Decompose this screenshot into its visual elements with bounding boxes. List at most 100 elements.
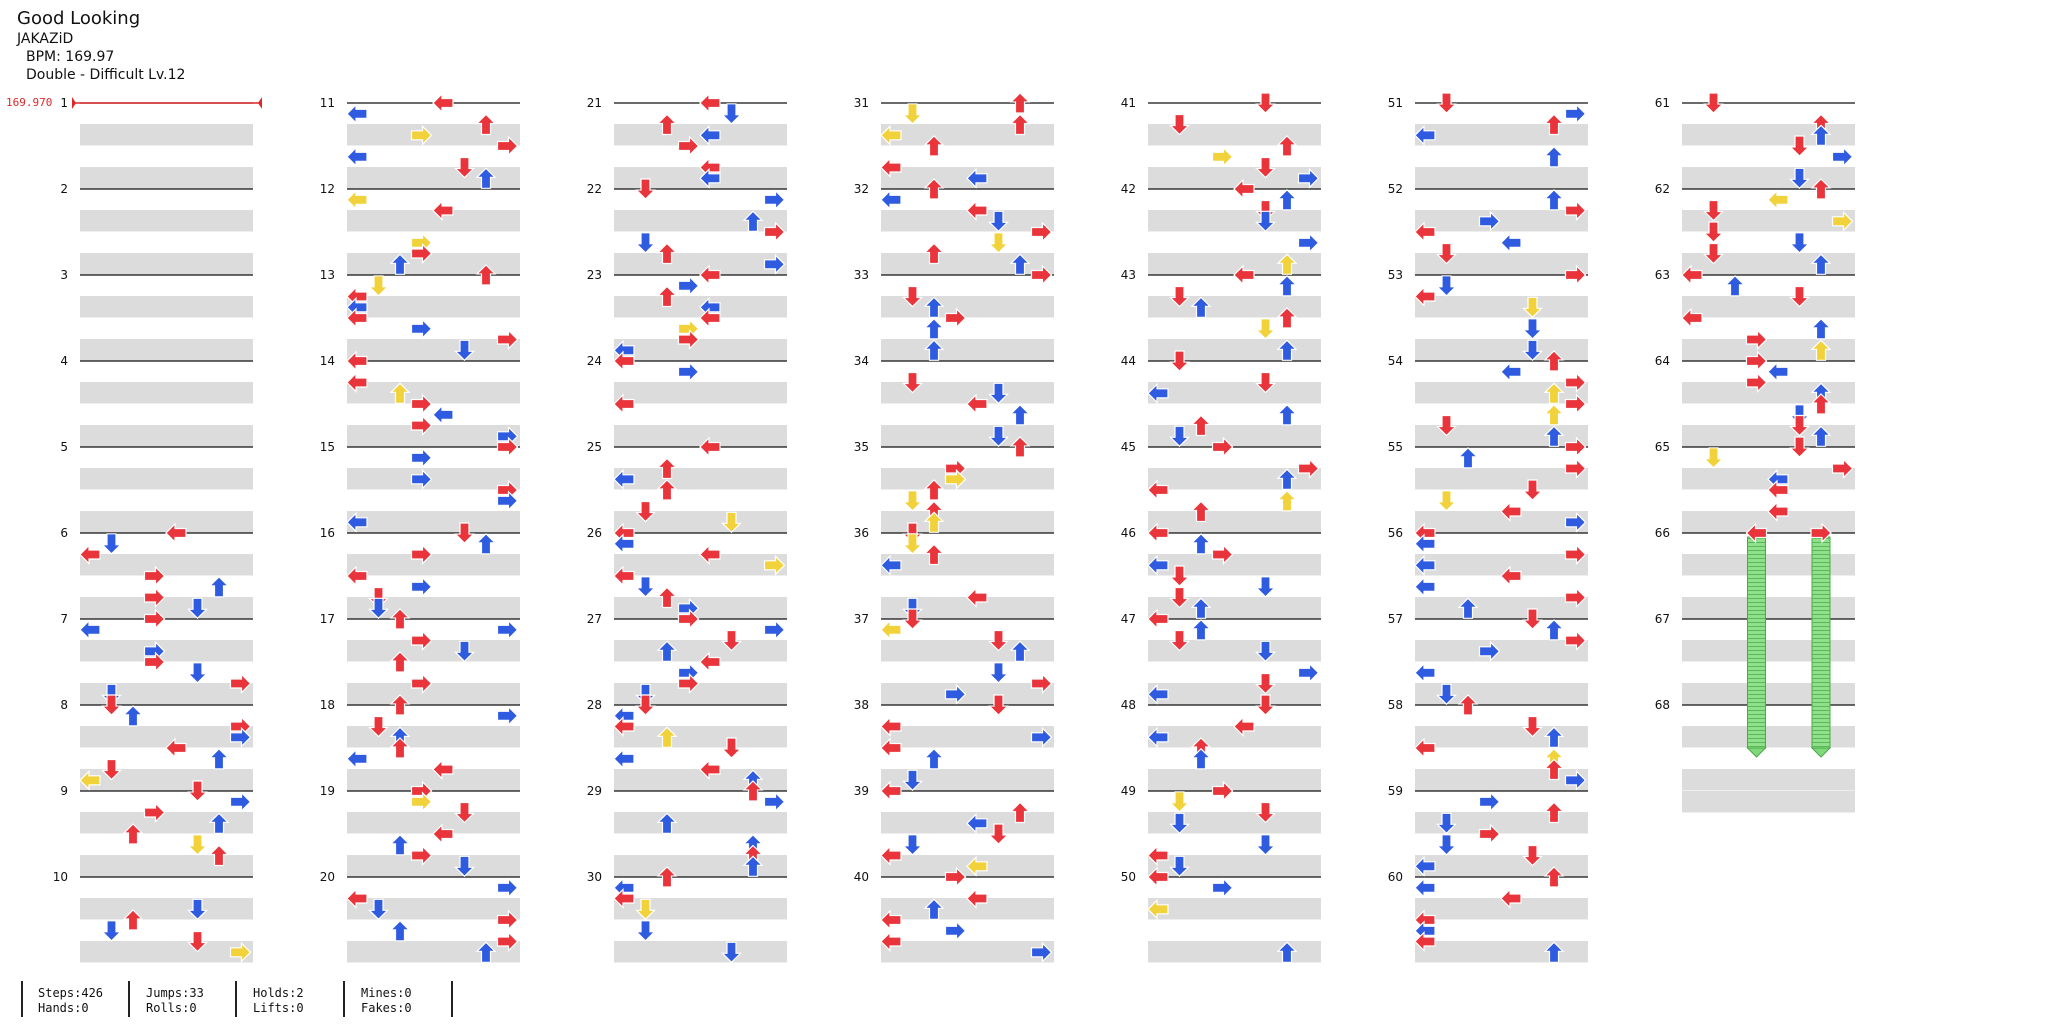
step-arrow [410,577,433,597]
lane-band [881,296,1054,318]
step-arrow [1191,619,1211,641]
lane-band [881,597,1054,619]
measure-number: 31 [854,96,869,110]
step-arrow [1255,576,1276,598]
lane-band [347,382,520,404]
measure-number: 45 [1121,440,1136,454]
step-arrow [880,190,902,210]
lane-band [80,511,253,533]
step-arrow [1191,533,1211,555]
song-title: Good Looking [17,8,141,29]
lane-band [1148,425,1321,447]
step-arrow [1277,490,1297,512]
measure-number: 46 [1121,526,1136,540]
measure-number: 34 [854,354,869,368]
step-arrow [902,490,923,512]
step-arrow [1414,577,1436,597]
measure-number: 56 [1388,526,1403,540]
lane-band [1415,855,1588,877]
measure-number: 5 [60,440,68,454]
lane-band [1415,640,1588,662]
step-arrow [496,706,519,726]
lane-band [80,597,253,619]
step-arrow [1255,318,1276,340]
measure-number: 48 [1121,698,1136,712]
measure-number: 13 [320,268,335,282]
lane-band [1148,167,1321,189]
step-arrow [496,620,519,640]
bpm-change-marker [72,97,262,109]
lane-band [614,726,787,748]
step-arrow [1010,404,1030,426]
measure-number: 10 [53,870,68,884]
lane-band [881,382,1054,404]
lane-band [614,339,787,361]
lane-band [881,554,1054,576]
step-arrow [1789,232,1810,254]
step-arrow [1458,447,1478,469]
measure-number: 63 [1655,268,1670,282]
lane-band [347,167,520,189]
lane-band [80,683,253,705]
step-arrow [1211,147,1234,167]
lane-band [614,812,787,834]
measure-number: 62 [1655,182,1670,196]
lane-band [347,726,520,748]
lane-band [881,339,1054,361]
stat-jumps: Jumps:33 [146,986,204,1000]
step-arrow [1703,447,1724,469]
measure-number: 2 [60,182,68,196]
step-arrow [880,620,902,640]
lane-band [1148,296,1321,318]
step-arrow [1544,146,1564,168]
measure-number: 35 [854,440,869,454]
step-arrow [1811,318,1831,340]
measure-number: 36 [854,526,869,540]
lane-band [1148,382,1321,404]
measure-number: 37 [854,612,869,626]
lane-band [881,640,1054,662]
measure-number: 50 [1121,870,1136,884]
stats-holds-lifts: Holds:2 Lifts:0 [253,986,304,1016]
lane-band [1415,941,1588,963]
measure-number: 12 [320,182,335,196]
lane-band [80,554,253,576]
step-arrow [677,362,700,382]
lane-band [347,253,520,275]
step-arrow [1564,104,1587,124]
measure-numbers: 1234567891011121314151617181920212223242… [53,96,1670,884]
step-arrow [699,93,721,113]
measure-number: 61 [1655,96,1670,110]
hold-tail [1746,747,1767,758]
lane-band [881,210,1054,232]
lane-band [347,511,520,533]
stats-divider [451,981,453,1017]
song-artist: JAKAZiD [17,31,74,47]
hold-body [1747,536,1766,749]
stats-divider [235,981,237,1017]
bpm-label: BPM: 169.97 [26,49,115,65]
stats-steps-hands: Steps:426 Hands:0 [38,986,103,1016]
lane-band [881,769,1054,791]
lane-band [1415,597,1588,619]
lane-band [614,511,787,533]
lane-band [1415,425,1588,447]
lane-band [1415,726,1588,748]
lane-band [881,124,1054,146]
measure-number: 68 [1655,698,1670,712]
step-arrow [763,792,786,812]
lane-band [614,468,787,490]
lane-band [347,941,520,963]
step-arrow [432,93,454,113]
lane-band [1148,468,1321,490]
step-arrow [1297,233,1320,253]
lane-band [1682,253,1855,275]
step-arrow [101,533,122,555]
hold-body [1811,536,1831,749]
lane-band [614,253,787,275]
lane-band [881,511,1054,533]
lane-band [347,683,520,705]
step-arrow [924,748,944,770]
lane-band [614,597,787,619]
